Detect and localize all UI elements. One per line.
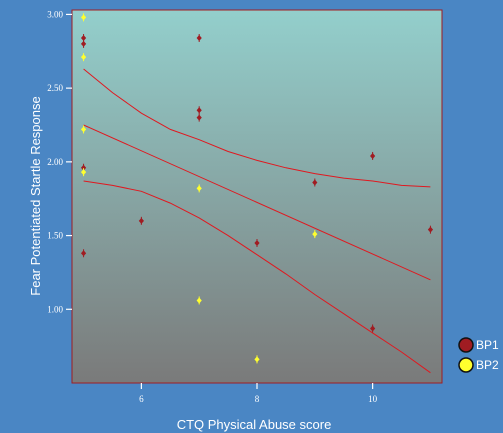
y-tick-label: 1.50 (47, 231, 63, 241)
legend-swatch (458, 357, 474, 373)
y-axis-title: Fear Potentiated Startle Response (28, 96, 43, 295)
data-point-bp1 (196, 107, 202, 114)
legend-label: BP1 (476, 338, 499, 352)
data-point-bp2 (312, 231, 318, 238)
x-axis-title: CTQ Physical Abuse score (177, 417, 332, 432)
data-point-bp1 (370, 152, 376, 159)
confidence-band (83, 68, 431, 374)
legend-swatch (458, 337, 474, 353)
legend-label: BP2 (476, 358, 499, 372)
data-point-bp2 (80, 169, 87, 176)
x-tick-label: 10 (368, 394, 378, 404)
y-tick-label: 2.00 (47, 157, 63, 167)
y-tick-label: 3.00 (47, 9, 63, 19)
data-point-bp1 (138, 217, 144, 224)
data-point-bp1 (427, 226, 434, 233)
fit-line-group (83, 124, 431, 281)
data-point-bp2 (196, 297, 202, 304)
data-point-bp1 (196, 114, 202, 121)
confidence-band-upper (83, 68, 431, 188)
x-tick-label: 8 (255, 394, 260, 404)
plot-area (71, 9, 443, 384)
confidence-band-lower (83, 180, 431, 374)
data-point-bp1 (254, 239, 260, 246)
y-tick-label: 1.00 (47, 304, 63, 314)
data-point-bp2 (80, 126, 87, 133)
data-point-bp2 (196, 185, 202, 192)
fit-line (83, 124, 431, 281)
data-point-bp1 (80, 250, 87, 257)
data-point-bp2 (254, 356, 260, 363)
data-point-bp1 (196, 35, 202, 42)
axes: 1.00 1.50 2.00 2.50 3.00 6 8 10 (47, 9, 377, 404)
data-point-bp2 (80, 54, 87, 61)
data-point-bp1 (370, 325, 376, 332)
data-point-bp1 (80, 164, 87, 171)
data-point-bp2 (80, 14, 87, 21)
data-point-bp1 (80, 40, 87, 47)
data-points (80, 13, 434, 364)
data-point-bp1 (312, 179, 318, 186)
y-tick-label: 2.50 (47, 83, 63, 93)
data-point-bp1 (80, 35, 87, 42)
x-tick-label: 6 (139, 394, 144, 404)
